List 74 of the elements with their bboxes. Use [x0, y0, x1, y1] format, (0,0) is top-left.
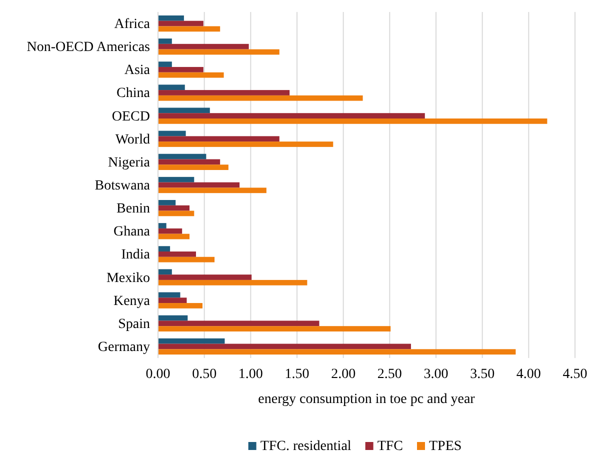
bar	[158, 234, 190, 240]
y-tick-label: Nigeria	[108, 155, 151, 170]
legend-label: TPES	[429, 439, 462, 454]
bar	[158, 118, 548, 124]
x-tick-label: 2.50	[377, 366, 402, 382]
x-tick-label: 2.00	[331, 366, 356, 382]
bar	[158, 205, 190, 211]
bar	[158, 62, 172, 67]
x-axis-title: energy consumption in toe pc and year	[258, 392, 476, 407]
bar	[158, 274, 252, 280]
bar	[158, 256, 215, 262]
x-tick-label: 3.50	[470, 366, 495, 382]
y-tick-label: Mexiko	[106, 270, 150, 286]
bar	[158, 142, 334, 147]
bar	[158, 182, 240, 188]
bar	[158, 113, 425, 118]
bar	[158, 210, 194, 216]
x-tick-label: 1.00	[238, 366, 263, 382]
legend-label: TFC. residential	[260, 439, 352, 454]
y-tick-label: Botswana	[94, 178, 151, 194]
bar	[158, 66, 204, 72]
bar	[158, 84, 185, 90]
bar	[158, 159, 220, 165]
bar	[158, 326, 391, 332]
y-tick-label: Benin	[116, 202, 150, 217]
y-tick-label: Ghana	[113, 224, 151, 240]
bar	[158, 15, 184, 21]
bar	[158, 44, 249, 50]
y-tick-label: OECD	[112, 109, 150, 124]
x-tick-label: 4.00	[516, 366, 541, 382]
bar	[158, 292, 180, 298]
y-tick-label: World	[115, 132, 150, 148]
bar	[158, 315, 188, 321]
x-tick-label: 3.00	[424, 366, 448, 382]
bar	[158, 349, 516, 355]
bar	[158, 90, 290, 96]
y-tick-label: Germany	[98, 340, 150, 355]
bar	[158, 38, 172, 44]
bar	[158, 223, 166, 228]
bar	[158, 320, 320, 326]
bar	[158, 188, 266, 194]
y-tick-label: Spain	[118, 316, 150, 332]
y-tick-label: India	[121, 248, 151, 263]
bar	[158, 338, 225, 344]
y-tick-label: Africa	[114, 17, 151, 32]
bar	[158, 164, 228, 170]
bar	[158, 108, 210, 114]
y-tick-label: China	[116, 86, 151, 102]
y-tick-label: Asia	[124, 63, 151, 78]
x-tick-label: 0.00	[146, 366, 170, 382]
bar	[158, 176, 194, 182]
bar	[158, 298, 187, 304]
bar	[158, 49, 280, 55]
bar	[158, 228, 182, 234]
bar	[158, 136, 280, 142]
bar	[158, 72, 224, 78]
bar	[158, 246, 170, 252]
bar	[158, 95, 363, 101]
legend-label: TFC	[377, 439, 403, 454]
bar	[158, 200, 176, 206]
bar	[158, 269, 172, 275]
bar	[158, 280, 308, 286]
x-tick-label: 1.50	[284, 366, 310, 382]
bar	[158, 252, 196, 257]
bar	[158, 154, 206, 160]
bar	[158, 20, 204, 26]
y-tick-label: Kenya	[113, 294, 151, 309]
bar	[158, 344, 411, 350]
x-tick-label: 4.50	[562, 366, 588, 382]
bar	[158, 303, 202, 308]
bar	[158, 26, 220, 32]
y-tick-label: Non-OECD Americas	[26, 40, 150, 56]
bar	[158, 130, 186, 136]
x-tick-label: 0.50	[192, 366, 217, 382]
